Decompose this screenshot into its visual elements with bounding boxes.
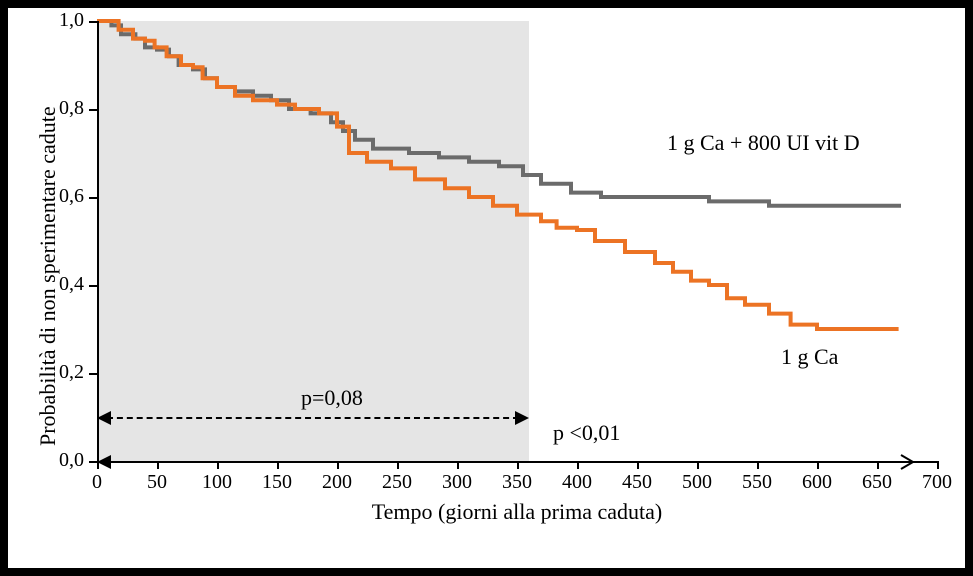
x-tick <box>757 461 759 469</box>
x-tick-label: 650 <box>852 471 902 494</box>
x-tick-label: 500 <box>672 471 722 494</box>
x-tick <box>517 461 519 469</box>
x-tick-label: 250 <box>372 471 422 494</box>
x-tick <box>697 461 699 469</box>
kaplan-meier-curves <box>97 21 937 461</box>
p2-label: p <0,01 <box>553 420 620 446</box>
x-tick <box>937 461 939 469</box>
x-tick-label: 350 <box>492 471 542 494</box>
x-tick <box>577 461 579 469</box>
x-tick <box>337 461 339 469</box>
x-tick-label: 200 <box>312 471 362 494</box>
y-tick-label: 1,0 <box>42 9 84 32</box>
x-tick-label: 450 <box>612 471 662 494</box>
p1-label: p=0,08 <box>301 385 363 411</box>
series-label-ca_vitd: 1 g Ca + 800 UI vit D <box>667 130 860 156</box>
x-tick-label: 400 <box>552 471 602 494</box>
x-tick-label: 50 <box>132 471 182 494</box>
x-tick-label: 0 <box>72 471 122 494</box>
x-tick <box>157 461 159 469</box>
x-tick <box>277 461 279 469</box>
x-tick <box>97 461 99 469</box>
y-tick <box>89 373 97 375</box>
x-tick-label: 150 <box>252 471 302 494</box>
plot-area: 1 g Ca + 800 UI vit D 1 g Ca p=0,08 p <0,01 <box>97 21 937 461</box>
x-tick-label: 700 <box>912 471 962 494</box>
series-label-ca_only: 1 g Ca <box>781 344 838 370</box>
y-tick <box>89 461 97 463</box>
x-tick-label: 100 <box>192 471 242 494</box>
x-tick <box>817 461 819 469</box>
y-axis-title: Probabilità di non sperimentare cadute <box>35 106 61 446</box>
p1-range-line <box>107 417 519 419</box>
x-tick-label: 600 <box>792 471 842 494</box>
x-tick <box>217 461 219 469</box>
y-tick <box>89 197 97 199</box>
p1-arrow-left <box>97 411 111 425</box>
y-axis <box>97 21 99 461</box>
x-tick <box>637 461 639 469</box>
y-tick <box>89 21 97 23</box>
x-axis-title: Tempo (giorni alla prima caduta) <box>97 499 937 525</box>
x-tick <box>877 461 879 469</box>
chart-frame: 1 g Ca + 800 UI vit D 1 g Ca p=0,08 p <0,01… <box>7 7 966 569</box>
x-tick <box>457 461 459 469</box>
p1-arrow-right <box>515 411 529 425</box>
y-tick-label: 0,0 <box>42 449 84 472</box>
x-tick-label: 550 <box>732 471 782 494</box>
y-tick <box>89 109 97 111</box>
y-tick <box>89 285 97 287</box>
x-tick <box>397 461 399 469</box>
x-tick-label: 300 <box>432 471 482 494</box>
